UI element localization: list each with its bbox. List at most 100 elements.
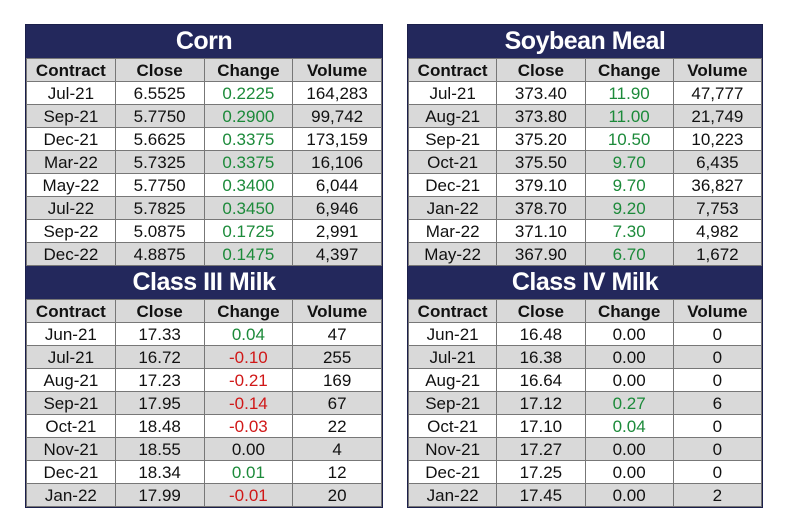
volume-cell: 21,749 [672,104,763,128]
close-cell: 16.48 [496,322,586,346]
contract-cell: Mar-22 [26,150,116,174]
contract-cell: Aug-21 [407,368,498,392]
volume-cell: 0 [672,322,763,346]
volume-cell: 6,044 [292,173,382,197]
change-cell: 0.1475 [203,242,294,266]
volume-header: Volume [672,299,763,323]
contract-cell: Jul-21 [26,81,116,105]
volume-header: Volume [292,58,382,82]
table-row: Jan-22 378.70 9.20 7,753 [407,196,763,220]
contract-cell: Nov-21 [407,437,498,461]
close-cell: 6.5525 [114,81,205,105]
change-cell: 0.00 [584,483,674,507]
futures-table: Contract Close Change Volume Jun-21 16.48 0.00… [407,299,763,507]
close-cell: 5.0875 [114,219,205,243]
change-cell: 0.3450 [203,196,294,220]
contract-cell: Sep-21 [407,391,498,415]
close-cell: 17.23 [114,368,205,392]
change-cell: 0.3400 [203,173,294,197]
contract-cell: Jul-21 [407,345,498,369]
change-cell: 10.50 [584,127,674,151]
close-cell: 18.34 [114,460,205,484]
close-cell: 5.7750 [114,104,205,128]
volume-cell: 2,991 [292,219,382,243]
contract-header: Contract [26,299,116,323]
volume-cell: 0 [672,437,763,461]
volume-cell: 0 [672,345,763,369]
volume-cell: 4,982 [672,219,763,243]
volume-cell: 99,742 [292,104,382,128]
contract-cell: Oct-21 [407,414,498,438]
contract-cell: Dec-21 [26,127,116,151]
table-row: Oct-21 17.10 0.04 0 [407,414,763,438]
close-cell: 17.12 [496,391,586,415]
change-cell: 0.2225 [203,81,294,105]
close-cell: 16.38 [496,345,586,369]
change-cell: -0.21 [203,368,294,392]
change-header: Change [203,58,294,82]
table-row: Dec-22 4.8875 0.1475 4,397 [26,242,382,266]
volume-cell: 173,159 [292,127,382,151]
change-cell: 0.3375 [203,127,294,151]
soybean-meal-section: Soybean Meal Contract Close Change Volume Jul… [407,25,763,266]
close-header: Close [114,58,205,82]
contract-cell: Dec-21 [407,460,498,484]
volume-cell: 6 [672,391,763,415]
contract-cell: May-22 [26,173,116,197]
contract-header: Contract [26,58,116,82]
table-row: Aug-21 373.80 11.00 21,749 [407,104,763,128]
table-row: Oct-21 375.50 9.70 6,435 [407,150,763,174]
change-cell: 0.00 [203,437,294,461]
close-cell: 5.7825 [114,196,205,220]
table-row: Jun-21 16.48 0.00 0 [407,322,763,346]
contract-cell: Jun-21 [26,322,116,346]
contract-cell: May-22 [407,242,498,266]
change-cell: -0.03 [203,414,294,438]
contract-cell: Aug-21 [26,368,116,392]
volume-cell: 0 [672,414,763,438]
change-cell: -0.14 [203,391,294,415]
contract-cell: Jul-21 [26,345,116,369]
contract-header: Contract [407,58,498,82]
table-title: Class III Milk [26,266,382,299]
contract-cell: Oct-21 [26,414,116,438]
close-cell: 4.8875 [114,242,205,266]
change-cell: 9.70 [584,173,674,197]
change-header: Change [584,58,674,82]
left-panel: Corn Contract Close Change Volume Jul-21 6.552… [25,24,383,508]
change-header: Change [584,299,674,323]
contract-cell: Oct-21 [407,150,498,174]
table-row: Nov-21 18.55 0.00 4 [26,437,382,461]
change-cell: 0.2900 [203,104,294,128]
close-cell: 378.70 [496,196,586,220]
contract-cell: Jan-22 [407,483,498,507]
table-row: May-22 367.90 6.70 1,672 [407,242,763,266]
change-cell: 0.00 [584,460,674,484]
volume-cell: 7,753 [672,196,763,220]
table-row: Oct-21 18.48 -0.03 22 [26,414,382,438]
table-title: Soybean Meal [408,25,762,58]
table-row: Sep-21 375.20 10.50 10,223 [407,127,763,151]
table-row: Dec-21 379.10 9.70 36,827 [407,173,763,197]
close-cell: 375.50 [496,150,586,174]
close-cell: 375.20 [496,127,586,151]
contract-cell: Sep-21 [407,127,498,151]
table-title: Class IV Milk [408,266,762,299]
futures-table: Contract Close Change Volume Jul-21 6.5525 0.2… [26,58,382,266]
change-cell: 0.00 [584,322,674,346]
close-cell: 5.7325 [114,150,205,174]
right-panel: Soybean Meal Contract Close Change Volume Jul… [407,24,763,508]
table-row: Sep-21 5.7750 0.2900 99,742 [26,104,382,128]
volume-cell: 2 [672,483,763,507]
close-header: Close [496,299,586,323]
change-header: Change [203,299,294,323]
close-cell: 5.6625 [114,127,205,151]
contract-cell: Jul-21 [407,81,498,105]
table-row: Jul-21 6.5525 0.2225 164,283 [26,81,382,105]
volume-header: Volume [672,58,763,82]
table-row: Mar-22 5.7325 0.3375 16,106 [26,150,382,174]
table-row: Sep-21 17.12 0.27 6 [407,391,763,415]
close-cell: 17.95 [114,391,205,415]
contract-cell: Dec-21 [407,173,498,197]
table-row: Sep-21 17.95 -0.14 67 [26,391,382,415]
